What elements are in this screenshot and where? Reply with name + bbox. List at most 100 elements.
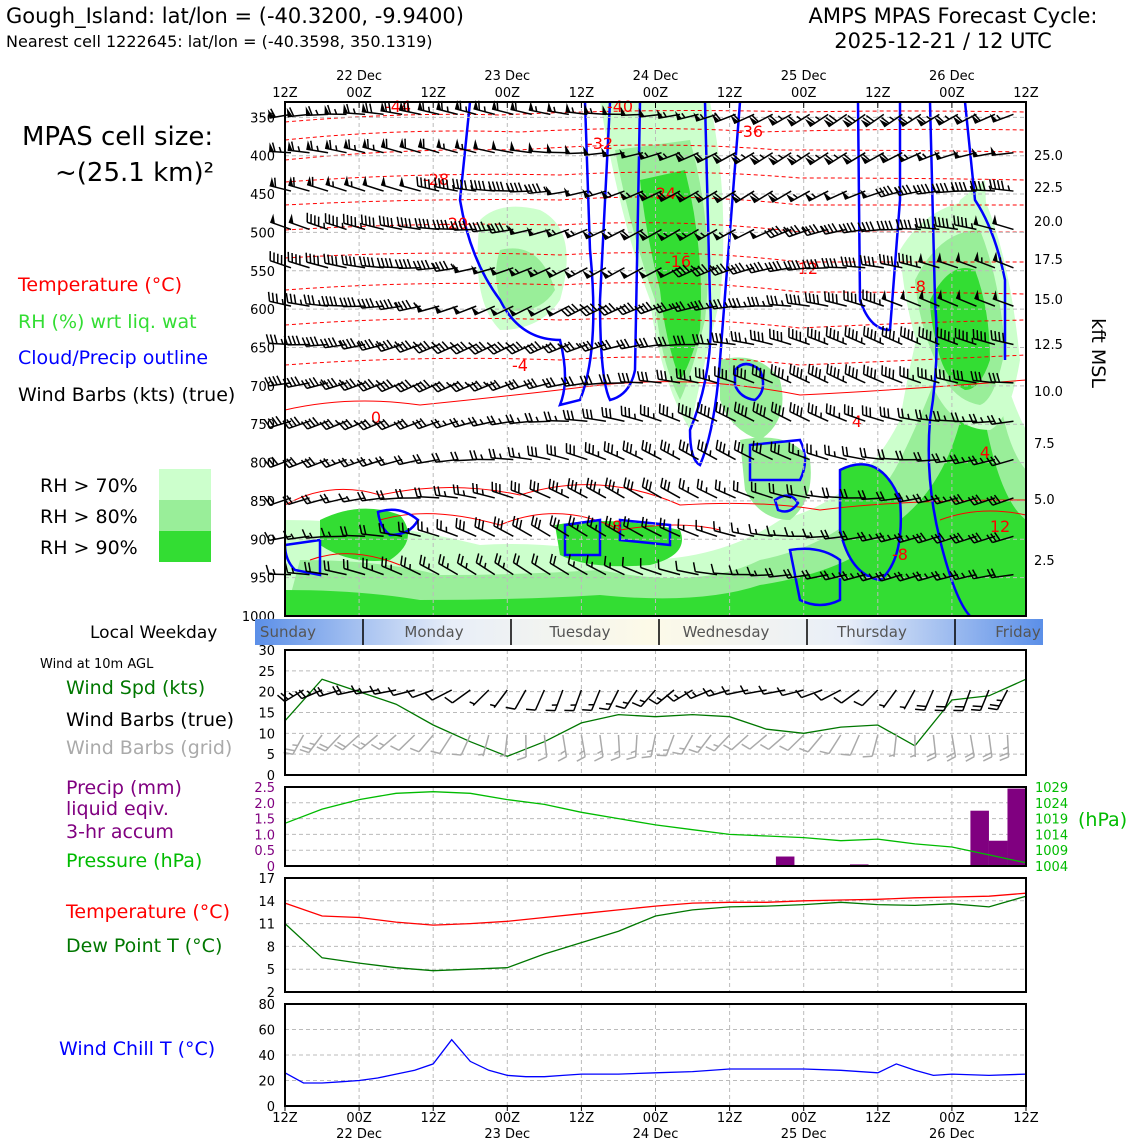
xsec-wind-barb <box>861 405 885 422</box>
xsec-wind-barb <box>396 216 421 231</box>
xsec-wind-barb <box>321 295 347 307</box>
surface-barb-grid <box>641 734 657 759</box>
xsec-wind-barb <box>752 440 773 461</box>
surface-barb-grid <box>946 734 957 762</box>
xsec-wind-barb <box>267 291 292 307</box>
xsec-wind-barb <box>786 152 811 166</box>
top-date-label: 24 Dec <box>633 69 679 84</box>
xsec-wind-barb <box>691 333 718 346</box>
xsec-wind-barb <box>879 113 903 128</box>
xsec-wind-barb <box>986 455 1014 467</box>
xsec-wind-barb <box>713 521 736 538</box>
top-date-label: 26 Dec <box>929 69 975 84</box>
xsec-wind-barb <box>672 335 699 346</box>
surface-barb-grid <box>888 734 898 758</box>
xsec-wind-barb <box>825 326 848 346</box>
xsec-wind-barb <box>526 305 551 317</box>
xsec-wind-barb <box>546 444 570 461</box>
xsec-wind-barb <box>452 178 477 192</box>
xsec-wind-barb <box>417 137 440 154</box>
forecast-cycle: 2025-12-21 / 12 UTC <box>834 29 1052 53</box>
xsec-wind-barb <box>677 518 699 537</box>
surface-barb-true <box>489 689 508 709</box>
wind-speed-line <box>284 678 1027 757</box>
bottom-tick-label: 00Z <box>643 1111 669 1126</box>
y-tick-label: 5 <box>267 748 275 763</box>
xsec-wind-barb <box>819 570 847 581</box>
xsec-wind-barb <box>934 368 959 384</box>
xsec-wind-barb <box>678 478 699 499</box>
xsec-wind-barb <box>356 456 384 467</box>
xsec-wind-barb <box>585 477 607 499</box>
y-tick-label: 17 <box>258 872 275 887</box>
kft-tick-label: 25.0 <box>1034 149 1063 164</box>
xsec-wind-barb <box>730 190 755 204</box>
y-tick-label: 1.5 <box>254 813 275 828</box>
xsec-wind-barb <box>782 224 810 238</box>
xsec-wind-barb <box>338 337 366 350</box>
xsec-wind-barb <box>697 439 718 461</box>
xsec-wind-barb <box>786 113 811 127</box>
bottom-tick-label: 00Z <box>791 1111 817 1126</box>
xsec-wind-barb <box>300 456 329 469</box>
xsec-wind-barb <box>656 228 681 242</box>
surface-barb-true <box>545 689 564 712</box>
xsec-wind-barb <box>357 298 384 309</box>
xsec-wind-barb <box>992 214 1014 231</box>
xsec-wind-barb <box>288 213 310 231</box>
xsec-wind-barb <box>436 519 458 537</box>
xsec-wind-barb <box>955 251 977 269</box>
xsec-wind-barb <box>748 523 773 538</box>
surface-barb-grid <box>760 734 786 751</box>
surface-barb-true <box>564 689 583 712</box>
xsec-wind-barb <box>692 562 718 576</box>
xsec-wind-barb <box>436 100 458 116</box>
xsec-wind-barb <box>711 112 736 123</box>
xsec-wind-barb <box>393 455 421 466</box>
surface-barb-true <box>953 689 972 712</box>
temp-contour-label: 4 <box>980 443 990 462</box>
surface-barb-grid <box>390 734 416 751</box>
xsec-wind-barb <box>414 217 440 231</box>
legend-swatch-rh70 <box>159 469 211 500</box>
surface-barb-grid <box>334 734 360 751</box>
pressure-tick-label: 550 <box>250 265 275 280</box>
y-tick-label: 11 <box>258 918 275 933</box>
xsec-wind-barb <box>952 113 977 125</box>
surface-barb-true <box>665 689 693 702</box>
xsec-wind-barb <box>844 326 866 346</box>
xsec-wind-barb <box>782 568 810 579</box>
xsec-wind-barb <box>473 139 495 154</box>
xsec-wind-barb <box>862 325 885 346</box>
legend-swatch-rh90 <box>159 531 211 562</box>
xsec-wind-barb <box>597 302 625 316</box>
xsec-wind-barb <box>696 478 718 499</box>
xsec-wind-barb <box>769 328 792 346</box>
xsec-wind-barb <box>597 339 625 351</box>
surface-barb-true <box>971 689 990 712</box>
xsec-wind-barb <box>623 477 644 499</box>
surface-barb-grid <box>370 734 397 751</box>
label-wind-spd: Wind Spd (kts) <box>66 677 205 699</box>
xsec-wind-barb <box>337 457 366 468</box>
y-tick-label: 0.5 <box>254 844 275 859</box>
xsec-wind-barb <box>269 251 292 269</box>
xsec-wind-barb <box>842 113 866 128</box>
xsec-wind-barb <box>452 484 477 499</box>
xsec-wind-barb <box>823 444 847 461</box>
xsec-wind-barb <box>733 401 755 422</box>
xsec-wind-barb <box>953 215 977 231</box>
bottom-axis: 12Z 00Z 12Z 00Z 12Z 00Z 12Z 00Z 12Z 00Z 12Z 22 Dec 2… <box>272 1106 1039 1140</box>
weekday-band-bg <box>255 619 1043 645</box>
xsec-wind-barb <box>912 571 940 582</box>
xsec-wind-barb <box>600 267 625 280</box>
xsec-wind-barb <box>469 450 495 461</box>
xsec-wind-barb <box>802 259 829 270</box>
xsec-wind-barb <box>319 377 347 391</box>
xsec-wind-barb <box>749 152 774 166</box>
pressure-tick-label: 950 <box>250 572 275 587</box>
xsec-wind-barb <box>764 567 792 578</box>
xsec-wind-barb <box>488 448 514 461</box>
xsec-wind-barb <box>968 413 996 424</box>
xsec-wind-barb <box>730 152 755 165</box>
